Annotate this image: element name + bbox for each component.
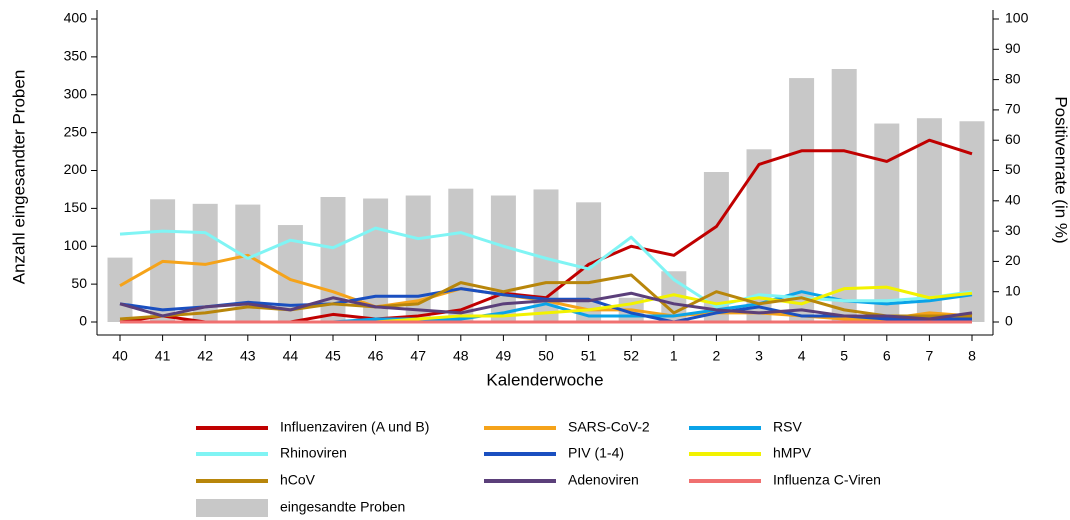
legend-label: Rhinoviren — [280, 445, 347, 461]
y-tick-label: 350 — [64, 48, 88, 64]
line — [119, 287, 972, 324]
x-tick-label: 41 — [155, 348, 171, 364]
y-tick-label: 300 — [64, 85, 88, 101]
y2-axis-title: Positivenrate (in %) — [1052, 96, 1070, 243]
legend-label: Adenoviren — [568, 472, 639, 488]
x-tick-label: 4 — [798, 348, 806, 364]
x-tick-label: 47 — [410, 348, 426, 364]
line — [119, 291, 973, 321]
line — [119, 273, 972, 321]
x-tick-label: 50 — [538, 348, 554, 364]
bar — [363, 198, 389, 322]
legend-label: RSV — [773, 419, 802, 435]
y2-tick-label: 80 — [1005, 70, 1021, 86]
legend-label: hMPV — [773, 445, 812, 461]
x-tick-label: 45 — [325, 348, 341, 364]
y2-tick-label: 70 — [1005, 101, 1021, 117]
y2-tick-label: 40 — [1005, 192, 1021, 208]
x-tick-label: 3 — [755, 348, 763, 364]
bar — [831, 68, 857, 323]
y-tick-label: 100 — [64, 237, 88, 253]
y2-tick-label: 50 — [1005, 161, 1021, 177]
x-tick-label: 51 — [581, 348, 597, 364]
legend-label: Influenza C-Viren — [773, 472, 881, 488]
y2-tick-label: 30 — [1005, 222, 1021, 238]
x-tick-label: 6 — [883, 348, 891, 364]
y-tick-label: 50 — [71, 275, 87, 291]
x-tick-label: 40 — [112, 348, 128, 364]
y2-tick-label: 0 — [1005, 313, 1013, 329]
x-tick-label: 48 — [453, 348, 469, 364]
bar — [874, 123, 900, 322]
y2-tick-label: 100 — [1005, 10, 1029, 26]
y2-tick-label: 90 — [1005, 40, 1021, 56]
x-tick-label: 1 — [670, 348, 678, 364]
x-tick-label: 52 — [623, 348, 639, 364]
x-tick-label: 2 — [713, 348, 721, 364]
x-tick-label: 42 — [197, 348, 213, 364]
y2-tick-label: 10 — [1005, 282, 1021, 298]
legend-label: Influenzaviren (A und B) — [280, 419, 429, 435]
legend-label: PIV (1-4) — [568, 445, 624, 461]
x-tick-label: 49 — [496, 348, 512, 364]
y-tick-label: 400 — [64, 10, 88, 26]
x-axis-title: Kalenderwoche — [486, 370, 603, 389]
bar — [916, 118, 942, 322]
bar — [107, 257, 133, 322]
x-tick-label: 46 — [368, 348, 384, 364]
x-tick-label: 7 — [926, 348, 934, 364]
legend-swatch — [196, 499, 268, 517]
y-tick-label: 0 — [79, 313, 87, 329]
y-tick-label: 200 — [64, 161, 88, 177]
bar — [959, 121, 985, 322]
legend-label: SARS-CoV-2 — [568, 419, 650, 435]
bar — [448, 188, 474, 322]
y-tick-label: 150 — [64, 199, 88, 215]
y2-tick-label: 60 — [1005, 131, 1021, 147]
legend-label: hCoV — [280, 472, 316, 488]
y-axis-title: Anzahl eingesandter Proben — [9, 70, 28, 285]
x-tick-label: 5 — [840, 348, 848, 364]
bar — [789, 78, 815, 323]
line — [119, 226, 973, 309]
legend-label: eingesandte Proben — [280, 499, 405, 515]
y2-tick-label: 20 — [1005, 252, 1021, 268]
x-tick-label: 44 — [283, 348, 299, 364]
x-tick-label: 43 — [240, 348, 256, 364]
y-tick-label: 250 — [64, 123, 88, 139]
bar — [490, 195, 516, 322]
x-tick-label: 8 — [968, 348, 976, 364]
